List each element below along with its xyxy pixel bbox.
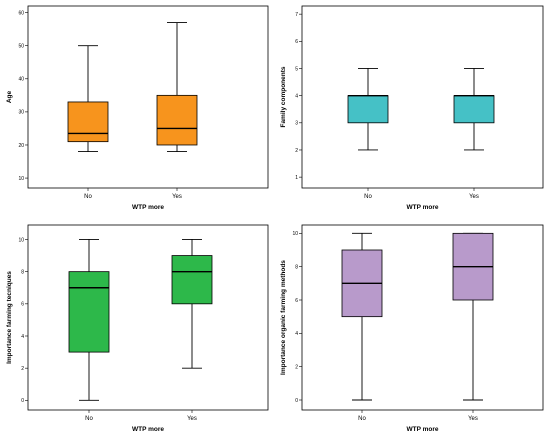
y-tick-label: 4 <box>295 331 298 337</box>
y-tick-label: 50 <box>18 44 24 50</box>
y-tick-label: 4 <box>295 93 298 99</box>
x-axis-title: WTP more <box>406 426 438 433</box>
y-axis-title: Importance farming tecniques <box>6 271 13 364</box>
box-yes: Yes <box>453 68 495 200</box>
y-tick-label: 10 <box>18 237 24 243</box>
chart-panel-4: 0 2 4 6 8 10 No Yes WTP more Importance organic f… <box>280 224 544 433</box>
y-tick-label: 3 <box>295 121 298 127</box>
chart-panel-2: 1 2 3 4 5 6 7 No Yes WTP more Family components <box>280 5 544 211</box>
y-tick-label: 5 <box>295 66 298 72</box>
box-no: No <box>341 232 383 422</box>
y-tick-label: 0 <box>21 398 24 404</box>
y-tick-label: 6 <box>295 39 298 45</box>
y-axis-title: Importance organic farming methods <box>280 260 287 375</box>
box-yes: Yes <box>156 22 198 200</box>
x-tick-label: Yes <box>172 194 182 200</box>
y-tick-label: 7 <box>295 12 298 18</box>
y-tick-label: 40 <box>18 77 24 83</box>
iqr-box <box>171 255 213 305</box>
chart-panel-1: 10 20 30 40 50 60 No Yes WTP more Age <box>6 5 269 211</box>
y-tick-label: 6 <box>21 302 24 308</box>
y-tick-label: 2 <box>295 364 298 370</box>
iqr-box <box>68 271 110 353</box>
y-tick-label: 2 <box>295 148 298 154</box>
x-tick-label: Yes <box>469 194 479 200</box>
box-no: No <box>347 68 389 200</box>
iqr-box <box>347 95 389 124</box>
x-tick-label: No <box>358 416 366 422</box>
y-tick-label: 8 <box>21 269 24 275</box>
iqr-box <box>67 101 109 143</box>
box-yes: Yes <box>171 239 213 422</box>
y-tick-label: 6 <box>295 298 298 304</box>
plot-area <box>27 5 269 189</box>
y-tick-label: 10 <box>18 176 24 182</box>
y-tick-label: 8 <box>295 264 298 270</box>
iqr-box <box>453 95 495 124</box>
y-tick-label: 4 <box>21 334 24 340</box>
y-axis-title: Family components <box>280 66 287 127</box>
y-tick-label: 0 <box>295 398 298 404</box>
plot-area <box>301 5 544 189</box>
x-tick-label: No <box>364 194 372 200</box>
y-tick-label: 10 <box>292 231 298 237</box>
x-tick-label: No <box>84 194 92 200</box>
box-no: No <box>67 45 109 200</box>
iqr-box <box>156 94 198 146</box>
chart-panel-3: 0 2 4 6 8 10 No Yes WTP more Importance farming t… <box>6 224 269 433</box>
x-tick-label: No <box>85 416 93 422</box>
y-tick-label: 2 <box>21 366 24 372</box>
x-tick-label: Yes <box>187 416 197 422</box>
x-axis-title: WTP more <box>406 204 438 211</box>
y-tick-label: 1 <box>295 175 298 181</box>
plot-area <box>27 224 269 411</box>
box-no: No <box>68 239 110 422</box>
box-yes: Yes <box>452 232 494 422</box>
y-tick-label: 30 <box>18 110 24 116</box>
x-axis-title: WTP more <box>132 426 164 433</box>
y-axis-title: Age <box>6 90 13 103</box>
y-tick-label: 20 <box>18 143 24 149</box>
y-tick-label: 60 <box>18 10 24 16</box>
x-axis-title: WTP more <box>132 204 164 211</box>
x-tick-label: Yes <box>468 416 478 422</box>
plot-area <box>301 224 544 411</box>
